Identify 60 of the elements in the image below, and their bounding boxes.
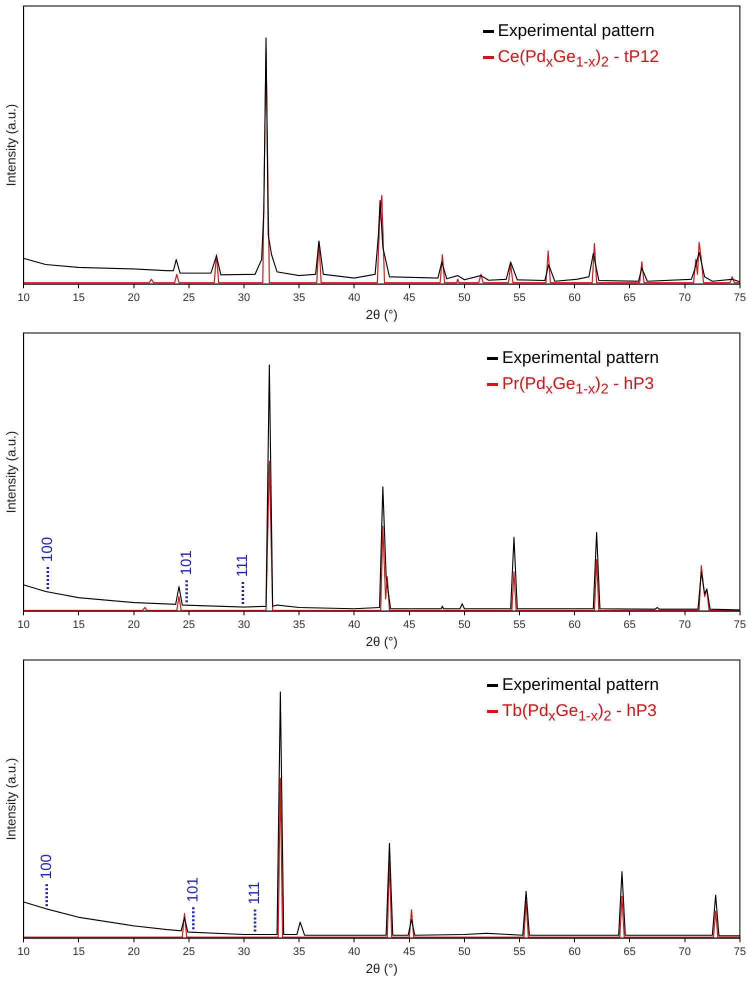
x-tick-label: 35 (292, 618, 306, 631)
x-tick-label: 20 (128, 292, 140, 304)
x-tick-label: 55 (513, 618, 526, 631)
x-tick-label: 30 (238, 292, 250, 304)
x-tick-label: 60 (568, 618, 581, 631)
x-tick-label: 40 (348, 946, 360, 958)
x-tick-label: 30 (238, 618, 250, 631)
x-tick-label: 35 (292, 946, 306, 958)
x-tick-label: 50 (458, 292, 471, 304)
x-tick-label: 70 (678, 946, 691, 958)
x-axis-title: 2θ (°) (366, 960, 398, 976)
x-tick-label: 40 (348, 292, 360, 304)
x-tick-label: 55 (513, 292, 526, 304)
x-tick-label: 10 (17, 618, 30, 631)
annotation: 111 (234, 554, 252, 578)
x-axis-title: 2θ (°) (366, 306, 398, 322)
x-axis-title: 2θ (°) (366, 634, 398, 649)
annotation: 111 (246, 882, 264, 905)
x-tick-label: 60 (568, 292, 581, 304)
annotation: 100 (38, 854, 55, 880)
x-tick-label: 75 (734, 946, 746, 958)
y-axis-title: Intensity (a.u.) (3, 758, 18, 840)
x-tick-label: 25 (182, 292, 196, 304)
x-tick-label: 75 (734, 618, 746, 631)
x-tick-label: 25 (182, 618, 196, 631)
x-tick-label: 55 (513, 946, 526, 958)
annotation: 101 (178, 550, 195, 576)
x-tick-label: 65 (624, 292, 636, 304)
x-tick-label: 60 (568, 946, 581, 958)
x-tick-label: 25 (182, 946, 196, 958)
x-tick-label: 15 (72, 946, 85, 958)
annotation: 100 (38, 536, 56, 562)
x-tick-label: 10 (17, 946, 30, 958)
x-tick-label: 40 (348, 618, 360, 631)
x-tick-label: 65 (624, 946, 636, 958)
x-tick-label: 15 (72, 292, 85, 304)
y-axis-title: Intensity (a.u.) (3, 104, 18, 186)
x-tick-label: 35 (292, 292, 306, 304)
y-axis-title: Intensity (a.u.) (3, 430, 18, 514)
x-tick-label: 70 (678, 292, 691, 304)
x-tick-label: 50 (458, 946, 471, 958)
x-tick-label: 45 (403, 618, 416, 631)
x-tick-label: 75 (734, 292, 746, 304)
x-tick-label: 20 (128, 618, 140, 631)
x-tick-label: 70 (678, 618, 691, 631)
x-tick-label: 30 (238, 946, 250, 958)
x-tick-label: 50 (458, 618, 471, 631)
annotation: 101 (184, 877, 202, 902)
legend-label: Experimental pattern (498, 21, 655, 40)
legend-label: Tb(Pd$_{x}$Ge$_{1-x}$)$_{2}$ - hP3 (502, 701, 657, 724)
x-tick-label: 20 (128, 946, 140, 958)
x-tick-label: 15 (72, 618, 85, 631)
legend-label: Pr(Pd$_{x}$Ge$_{1-x}$)$_{2}$ - hP3 (502, 374, 654, 398)
x-tick-label: 10 (17, 292, 30, 304)
legend-label: Experimental pattern (502, 675, 659, 694)
x-tick-label: 45 (403, 946, 416, 958)
legend-label: Ce(Pd$_{x}$Ge$_{1-x}$)$_{2}$ - tP12 (498, 47, 659, 70)
legend-label: Experimental pattern (502, 348, 659, 367)
x-tick-label: 45 (403, 292, 416, 304)
x-tick-label: 65 (624, 618, 636, 631)
